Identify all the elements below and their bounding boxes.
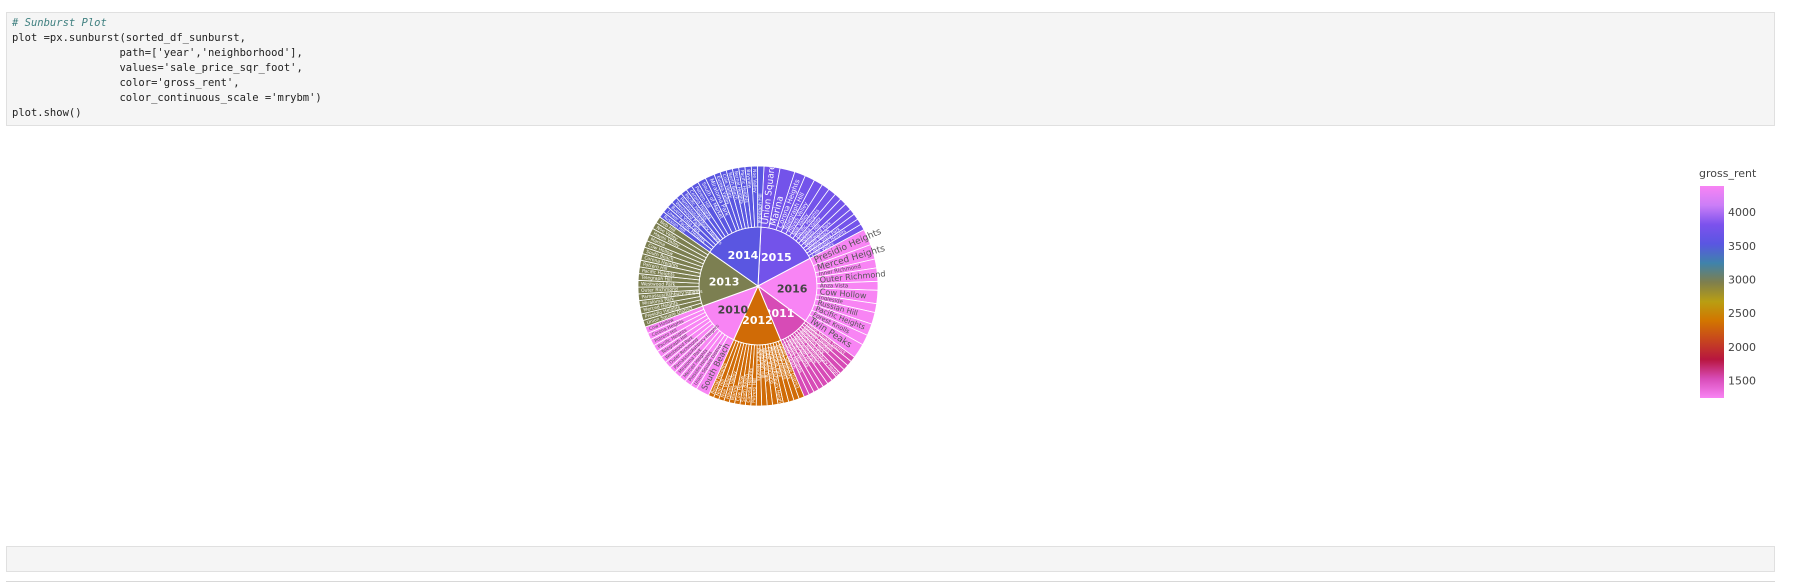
code-line-2: plot =px.sunburst(sorted_df_sunburst, [12, 32, 246, 44]
year-label: 2013 [709, 275, 740, 288]
code-line-7: plot.show() [12, 107, 82, 119]
colorbar-tick-label: 4000 [1728, 206, 1756, 219]
plot-output: 2015 Union Square District Marina Corona He… [6, 132, 1775, 532]
code-line-3: path=['year','neighborhood'], [12, 47, 303, 59]
year-label: 2014 [728, 249, 759, 262]
colorbar-tick-label: 2500 [1728, 307, 1756, 320]
cell-divider [6, 581, 1775, 582]
code-line-4: values='sale_price_sqr_foot', [12, 62, 303, 74]
code-line-5: color='gross_rent', [12, 77, 240, 89]
year-label: 2016 [777, 283, 808, 296]
colorbar-tick-label: 1500 [1728, 374, 1756, 387]
colorbar-tick-label: 3500 [1728, 240, 1756, 253]
code-cell[interactable]: # Sunburst Plot plot =px.sunburst(sorted… [6, 12, 1775, 126]
year-label: 2010 [718, 303, 749, 316]
colorbar: gross_rent 1500 2000 2500 3000 3500 4000 [1699, 167, 1757, 398]
leaf-label: Telegraph Hill [757, 193, 764, 225]
colorbar-tick-label: 2000 [1728, 341, 1756, 354]
colorbar-gradient [1700, 186, 1724, 398]
code-line-1: # Sunburst Plot [12, 17, 107, 29]
code-editor[interactable]: # Sunburst Plot plot =px.sunburst(sorted… [12, 16, 1769, 121]
code-line-6: color_continuous_scale ='mrybm') [12, 92, 322, 104]
colorbar-tick-label: 3000 [1728, 274, 1756, 287]
leaf-label: Noe Valley [751, 169, 758, 193]
colorbar-title: gross_rent [1699, 167, 1757, 180]
empty-code-cell[interactable] [6, 546, 1775, 572]
year-label: 2015 [761, 251, 792, 264]
